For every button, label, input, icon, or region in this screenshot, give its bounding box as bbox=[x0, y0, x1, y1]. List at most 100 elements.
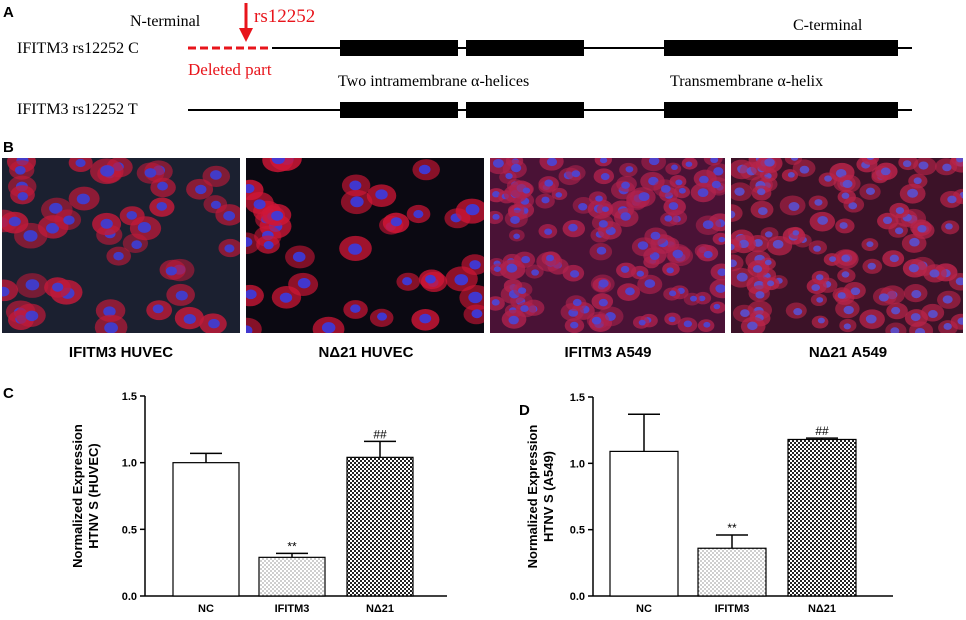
significance-marker: ** bbox=[727, 521, 737, 535]
cell-nucleus bbox=[246, 289, 257, 300]
cell-nucleus bbox=[928, 310, 938, 319]
cell-nucleus bbox=[104, 322, 118, 333]
cell-nucleus bbox=[829, 256, 837, 262]
y-tick-label: 0.0 bbox=[570, 591, 585, 603]
cell-nucleus bbox=[210, 200, 221, 209]
cell-nucleus bbox=[621, 181, 630, 189]
cell-nucleus bbox=[772, 239, 784, 249]
cell-nucleus bbox=[890, 327, 900, 333]
cell-nucleus bbox=[841, 271, 850, 278]
cell-nucleus bbox=[600, 173, 610, 181]
micrograph-1 bbox=[2, 158, 240, 333]
cell-nucleus bbox=[848, 202, 858, 210]
row2-tm-helix bbox=[664, 102, 898, 118]
panel-a-letter: A bbox=[3, 4, 14, 21]
cell-nucleus bbox=[917, 224, 927, 233]
cell-nucleus bbox=[572, 298, 582, 307]
cell-nucleus bbox=[764, 158, 775, 167]
cell-nucleus bbox=[350, 196, 364, 208]
cell-nucleus bbox=[103, 306, 116, 317]
cell-nucleus bbox=[349, 180, 362, 191]
micrograph-row bbox=[2, 158, 963, 333]
cell-nucleus bbox=[669, 290, 677, 297]
cell-nucleus bbox=[947, 195, 957, 204]
cell-nucleus bbox=[223, 211, 236, 221]
cell-nucleus bbox=[571, 170, 581, 178]
cell-nucleus bbox=[644, 279, 656, 288]
category-label: IFITM3 bbox=[275, 603, 310, 615]
cell-nucleus bbox=[713, 303, 721, 310]
cell-nucleus bbox=[157, 181, 168, 191]
cell-nucleus bbox=[668, 202, 679, 210]
cell-nucleus bbox=[321, 322, 336, 333]
bar-nc bbox=[609, 450, 679, 597]
cell-nucleus bbox=[867, 262, 876, 270]
cell-nucleus bbox=[297, 278, 311, 289]
significance-marker: ## bbox=[815, 424, 829, 438]
cell-nucleus bbox=[755, 291, 765, 299]
micrograph-2 bbox=[246, 158, 484, 333]
cell-nucleus bbox=[908, 263, 919, 273]
cell-nucleus bbox=[895, 207, 905, 215]
cell-nucleus bbox=[816, 297, 824, 303]
cell-nucleus bbox=[175, 290, 188, 301]
cell-nucleus bbox=[731, 259, 737, 268]
cell-nucleus bbox=[544, 179, 554, 187]
cell-nucleus bbox=[909, 237, 920, 247]
cell-nucleus bbox=[942, 163, 952, 172]
cell-nucleus bbox=[811, 284, 820, 292]
y-tick-label: 1.0 bbox=[570, 458, 585, 470]
cell-nucleus bbox=[918, 161, 929, 170]
cell-nucleus bbox=[541, 196, 550, 204]
cell-nucleus bbox=[843, 305, 854, 315]
cell-nucleus bbox=[511, 163, 522, 173]
category-label: NC bbox=[636, 603, 652, 615]
cell-nucleus bbox=[531, 269, 539, 276]
cell-nucleus bbox=[666, 267, 674, 274]
cell-nucleus bbox=[945, 223, 953, 230]
cell-nucleus bbox=[144, 168, 157, 178]
cell-nucleus bbox=[668, 316, 676, 323]
cell-nucleus bbox=[76, 193, 90, 205]
cell-nucleus bbox=[736, 272, 748, 282]
cell-nucleus bbox=[956, 158, 963, 163]
transmembrane-label: Transmembrane α-helix bbox=[670, 73, 823, 90]
cell-nucleus bbox=[620, 212, 631, 221]
cell-nucleus bbox=[638, 319, 646, 326]
cell-nucleus bbox=[880, 167, 891, 176]
cell-nucleus bbox=[137, 222, 152, 233]
cell-nucleus bbox=[195, 184, 207, 195]
cell-nucleus bbox=[792, 230, 800, 236]
cell-nucleus bbox=[598, 298, 608, 307]
y-axis-label: Normalized Expression bbox=[525, 425, 540, 569]
cell-nucleus bbox=[842, 179, 853, 189]
cell-nucleus bbox=[508, 315, 519, 325]
cell-nucleus bbox=[377, 312, 388, 321]
row1-tm-helix bbox=[664, 40, 898, 56]
cell-nucleus bbox=[648, 158, 660, 166]
cell-nucleus bbox=[787, 172, 795, 178]
cell-nucleus bbox=[637, 241, 649, 250]
cell-nucleus bbox=[865, 314, 877, 324]
cell-nucleus bbox=[100, 165, 115, 177]
cell-nucleus bbox=[703, 250, 713, 259]
y-tick-label: 0.5 bbox=[122, 524, 137, 536]
bar-nc bbox=[172, 462, 240, 597]
bar-ifitm3 bbox=[697, 547, 767, 597]
c-terminal-label: C-terminal bbox=[793, 17, 863, 34]
cell-nucleus bbox=[703, 321, 711, 328]
cell-nucleus bbox=[113, 251, 124, 261]
cell-nucleus bbox=[699, 175, 709, 184]
cell-nucleus bbox=[757, 188, 766, 196]
cell-nucleus bbox=[817, 216, 829, 225]
cell-nucleus bbox=[824, 175, 833, 182]
cell-nucleus bbox=[636, 270, 645, 277]
snp-label: rs12252 bbox=[254, 6, 315, 27]
cell-nucleus bbox=[492, 213, 500, 220]
panel-d-letter: D bbox=[519, 402, 530, 419]
cell-nucleus bbox=[506, 263, 518, 273]
intramembrane-label: Two intramembrane α-helices bbox=[338, 73, 529, 90]
cell-nucleus bbox=[126, 211, 138, 220]
cell-nucleus bbox=[52, 282, 64, 292]
cell-nucleus bbox=[620, 265, 630, 273]
